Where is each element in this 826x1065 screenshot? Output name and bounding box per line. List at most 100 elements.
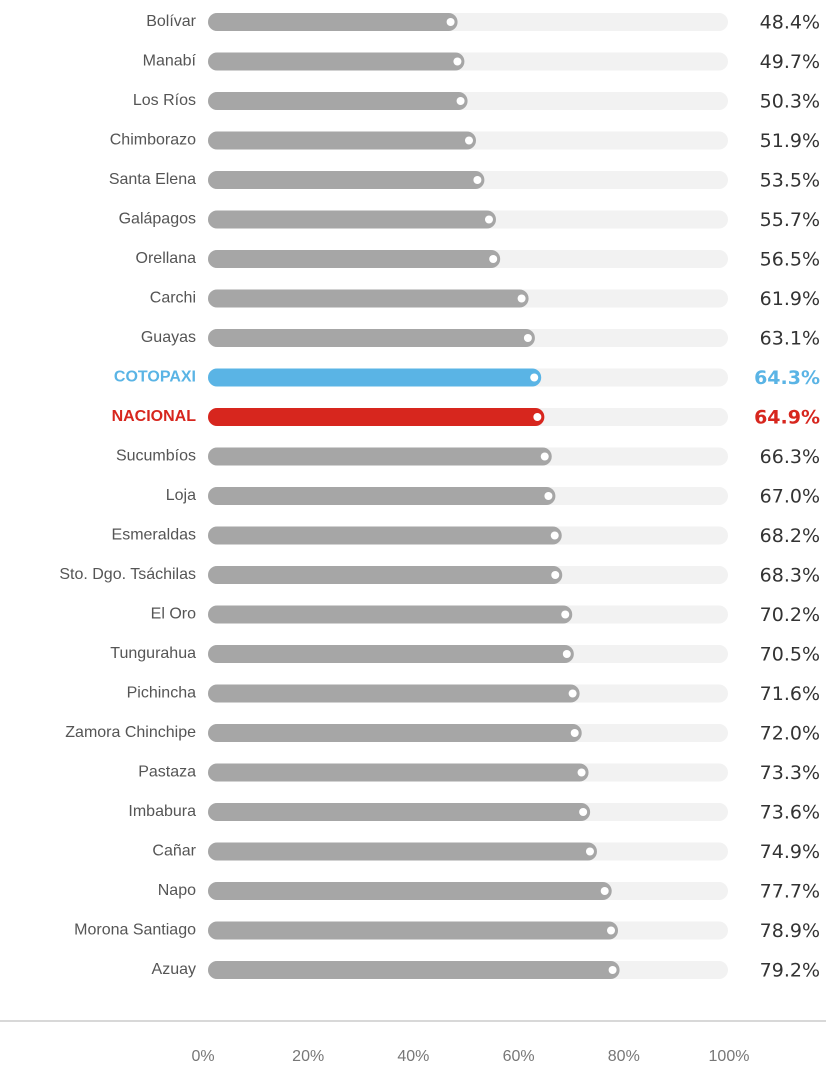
category-label: Sucumbíos bbox=[116, 448, 196, 465]
bar-end-dot bbox=[523, 334, 532, 342]
bar-end-dot bbox=[484, 215, 493, 224]
bar bbox=[208, 842, 597, 861]
bar bbox=[208, 92, 468, 110]
bar bbox=[208, 408, 545, 426]
bar-end-dot bbox=[561, 610, 570, 619]
category-label: Santa Elena bbox=[109, 171, 196, 188]
bar-end-dot bbox=[579, 808, 588, 816]
category-label: Bolívar bbox=[146, 13, 196, 30]
value-label: 48.4% bbox=[760, 12, 820, 34]
bar bbox=[208, 961, 620, 979]
x-tick-label: 20% bbox=[292, 1048, 324, 1065]
bar bbox=[208, 171, 485, 189]
category-label: Esmeraldas bbox=[112, 527, 196, 544]
category-label: Pichincha bbox=[127, 685, 196, 702]
bar bbox=[208, 882, 612, 900]
bar-end-dot bbox=[600, 887, 609, 895]
bar-end-dot bbox=[551, 571, 560, 579]
value-label: 64.9% bbox=[754, 407, 820, 429]
bar-end-dot bbox=[517, 294, 526, 303]
bar-end-dot bbox=[540, 452, 549, 461]
category-label: Imbabura bbox=[128, 803, 196, 820]
bar bbox=[208, 921, 619, 940]
bar bbox=[208, 724, 582, 742]
value-label: 78.9% bbox=[760, 920, 820, 942]
value-label: 56.5% bbox=[760, 249, 820, 271]
value-label: 70.5% bbox=[760, 644, 820, 666]
bar-end-dot bbox=[544, 492, 553, 500]
x-tick-label: 100% bbox=[709, 1048, 750, 1065]
category-label: Zamora Chinchipe bbox=[65, 724, 196, 741]
bar-end-dot bbox=[533, 413, 542, 421]
value-label: 73.6% bbox=[760, 802, 820, 824]
bar bbox=[208, 605, 573, 624]
value-label: 68.2% bbox=[760, 525, 820, 547]
category-label: Orellana bbox=[136, 250, 197, 267]
value-label: 66.3% bbox=[760, 446, 820, 468]
value-label: 71.6% bbox=[760, 683, 820, 705]
bar-end-dot bbox=[607, 926, 616, 935]
category-label: Guayas bbox=[141, 329, 196, 346]
category-label: Cañar bbox=[152, 843, 196, 860]
category-label: Tungurahua bbox=[110, 645, 196, 662]
value-label: 70.2% bbox=[760, 604, 820, 626]
bar bbox=[208, 289, 529, 308]
bar bbox=[208, 210, 496, 229]
bar-end-dot bbox=[585, 847, 594, 856]
bar bbox=[208, 487, 556, 505]
bar-end-dot bbox=[608, 966, 617, 974]
value-label: 74.9% bbox=[760, 841, 820, 863]
value-label: 79.2% bbox=[760, 960, 820, 982]
bar-end-dot bbox=[446, 18, 455, 26]
x-tick-label: 60% bbox=[503, 1048, 535, 1065]
category-label: Azuay bbox=[152, 961, 196, 978]
bar-end-dot bbox=[464, 136, 473, 145]
bar bbox=[208, 684, 580, 703]
bar bbox=[208, 52, 465, 71]
bar bbox=[208, 526, 562, 545]
value-label: 73.3% bbox=[760, 762, 820, 784]
bar-end-dot bbox=[530, 373, 539, 382]
value-label: 63.1% bbox=[760, 328, 820, 350]
category-label: Galápagos bbox=[119, 211, 196, 228]
bar-end-dot bbox=[568, 689, 577, 698]
category-label: COTOPAXI bbox=[114, 369, 196, 386]
category-label: Manabí bbox=[143, 53, 197, 70]
bar-end-dot bbox=[489, 255, 498, 263]
value-label: 55.7% bbox=[760, 209, 820, 231]
category-label: Napo bbox=[158, 882, 196, 899]
value-label: 51.9% bbox=[760, 130, 820, 152]
bar-end-dot bbox=[456, 97, 465, 105]
value-label: 64.3% bbox=[754, 367, 820, 389]
category-label: Chimborazo bbox=[110, 132, 196, 149]
bar-end-dot bbox=[473, 176, 482, 184]
category-label: NACIONAL bbox=[112, 408, 197, 425]
category-label: Sto. Dgo. Tsáchilas bbox=[59, 566, 196, 583]
bar bbox=[208, 13, 458, 31]
category-label: Morona Santiago bbox=[74, 922, 196, 939]
x-tick-label: 0% bbox=[191, 1048, 214, 1065]
value-label: 67.0% bbox=[760, 486, 820, 508]
bar bbox=[208, 250, 501, 268]
value-label: 53.5% bbox=[760, 170, 820, 192]
category-label: Loja bbox=[166, 487, 196, 504]
bar bbox=[208, 131, 476, 150]
x-tick-label: 80% bbox=[608, 1048, 640, 1065]
bar-end-dot bbox=[577, 768, 586, 777]
bar bbox=[208, 763, 589, 782]
bar bbox=[208, 447, 552, 466]
bar bbox=[208, 329, 535, 347]
category-label: El Oro bbox=[151, 606, 196, 623]
bar bbox=[208, 368, 542, 387]
bar-end-dot bbox=[550, 531, 559, 540]
bar-end-dot bbox=[562, 650, 571, 658]
bar bbox=[208, 566, 563, 584]
value-label: 49.7% bbox=[760, 51, 820, 73]
bar-end-dot bbox=[570, 729, 579, 737]
category-label: Pastaza bbox=[138, 764, 196, 781]
value-label: 50.3% bbox=[760, 91, 820, 113]
x-tick-label: 40% bbox=[397, 1048, 429, 1065]
value-label: 72.0% bbox=[760, 723, 820, 745]
bar bbox=[208, 803, 591, 821]
